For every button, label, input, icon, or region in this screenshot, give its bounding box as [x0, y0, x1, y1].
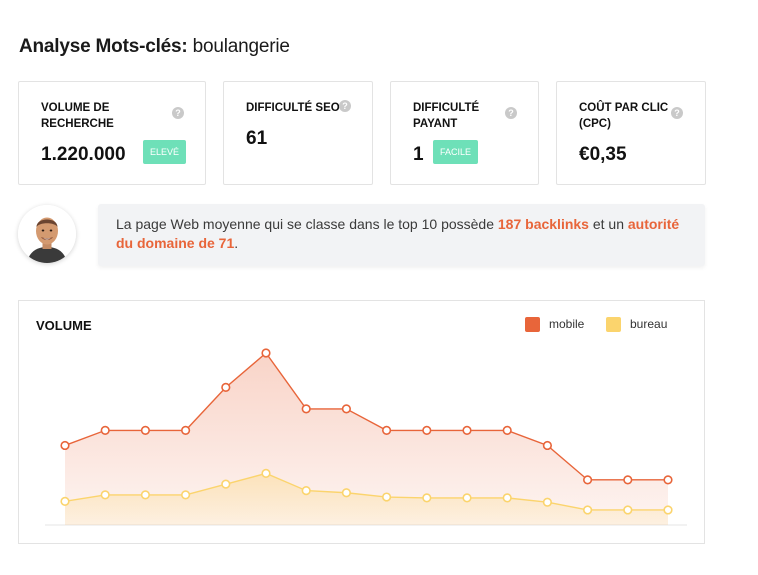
card-label: COÛT PAR CLIC (CPC) — [579, 102, 669, 130]
data-point-mobile[interactable] — [502, 425, 512, 435]
data-point-mobile[interactable] — [181, 425, 191, 435]
status-badge: FACILE — [433, 140, 479, 164]
legend-label: mobile — [549, 317, 585, 331]
data-point-mobile[interactable] — [582, 475, 593, 485]
data-point-mobile[interactable] — [60, 440, 70, 451]
avatar-portrait-icon — [18, 205, 76, 263]
data-point-mobile[interactable] — [301, 404, 311, 414]
card-value: €0,35 — [579, 144, 627, 165]
help-icon[interactable]: ? — [671, 107, 683, 119]
card-value: 61 — [246, 128, 268, 149]
data-point-mobile[interactable] — [140, 425, 150, 435]
domain-authority-highlight: autorité du domaine de 71 — [116, 216, 680, 251]
card-label: VOLUME DE RECHERCHE — [41, 102, 114, 130]
data-point-bureau[interactable] — [221, 479, 231, 489]
insight-bubble: La page Web moyenne qui se classe dans l… — [98, 204, 705, 266]
series-line-mobile — [64, 351, 668, 481]
card-cpc: COÛT PAR CLIC (CPC) ? €0,35 — [556, 81, 706, 185]
data-point-bureau[interactable] — [422, 493, 432, 503]
data-point-mobile[interactable] — [422, 425, 432, 435]
series-area-mobile — [65, 353, 668, 525]
volume-chart — [45, 348, 687, 526]
card-seo-difficulty: DIFFICULTÉ SEO ? 61 — [223, 81, 373, 185]
card-label: DIFFICULTÉ PAYANT — [413, 102, 480, 130]
data-point-bureau[interactable] — [623, 505, 633, 515]
data-point-bureau[interactable] — [60, 496, 70, 506]
status-badge: ELEVÉ — [143, 140, 187, 164]
volume-chart-card: VOLUME mobile bureau — [18, 300, 705, 544]
card-paid-difficulty: DIFFICULTÉ PAYANT ? 1 FACILE — [390, 81, 539, 185]
insight-part: et un — [588, 216, 628, 232]
legend-mobile[interactable]: mobile — [525, 317, 585, 333]
data-point-bureau[interactable] — [301, 486, 311, 496]
insight-part: La page Web moyenne qui se classe dans l… — [116, 216, 498, 232]
data-point-bureau[interactable] — [261, 468, 271, 478]
data-point-mobile[interactable] — [462, 425, 472, 435]
card-label: DIFFICULTÉ SEO — [246, 102, 340, 114]
page-title-prefix: Analyse Mots-clés: — [19, 36, 188, 57]
insight-part: . — [234, 235, 239, 251]
page-title-keyword: boulangerie — [192, 36, 290, 57]
avatar — [18, 205, 76, 263]
card-value: 1.220.000 — [41, 144, 126, 165]
data-point-mobile[interactable] — [382, 425, 392, 435]
data-point-mobile[interactable] — [341, 404, 352, 414]
data-point-bureau[interactable] — [382, 492, 392, 502]
series-line-bureau — [64, 472, 668, 511]
data-point-mobile[interactable] — [221, 382, 231, 392]
data-point-bureau[interactable] — [140, 490, 150, 500]
legend-label: bureau — [630, 317, 668, 331]
data-point-mobile[interactable] — [623, 475, 633, 485]
card-search-volume: VOLUME DE RECHERCHE ? 1.220.000 ELEVÉ — [18, 81, 206, 185]
legend-bureau[interactable]: bureau — [606, 317, 668, 333]
chart-title: VOLUME — [36, 318, 92, 333]
insight-text: La page Web moyenne qui se classe dans l… — [116, 215, 696, 253]
card-value: 1 — [413, 144, 424, 165]
data-point-bureau[interactable] — [100, 490, 110, 500]
data-point-bureau[interactable] — [181, 490, 191, 500]
data-point-mobile[interactable] — [261, 348, 271, 358]
data-point-bureau[interactable] — [341, 488, 352, 498]
page-title: Analyse Mots-clés: boulangerie — [19, 36, 290, 58]
data-point-bureau[interactable] — [582, 505, 593, 515]
legend-swatch — [525, 317, 540, 333]
data-point-mobile[interactable] — [542, 440, 553, 451]
help-icon[interactable]: ? — [505, 107, 517, 119]
data-point-mobile[interactable] — [663, 475, 673, 485]
help-icon[interactable]: ? — [172, 107, 184, 119]
help-icon[interactable]: ? — [339, 100, 351, 112]
backlinks-highlight: 187 backlinks — [497, 216, 589, 232]
legend-swatch — [606, 317, 621, 333]
data-point-bureau[interactable] — [502, 493, 512, 503]
series-area-bureau — [65, 473, 668, 525]
data-point-bureau[interactable] — [663, 505, 673, 515]
data-point-bureau[interactable] — [462, 493, 472, 503]
data-point-mobile[interactable] — [100, 425, 110, 435]
data-point-bureau[interactable] — [542, 497, 553, 507]
